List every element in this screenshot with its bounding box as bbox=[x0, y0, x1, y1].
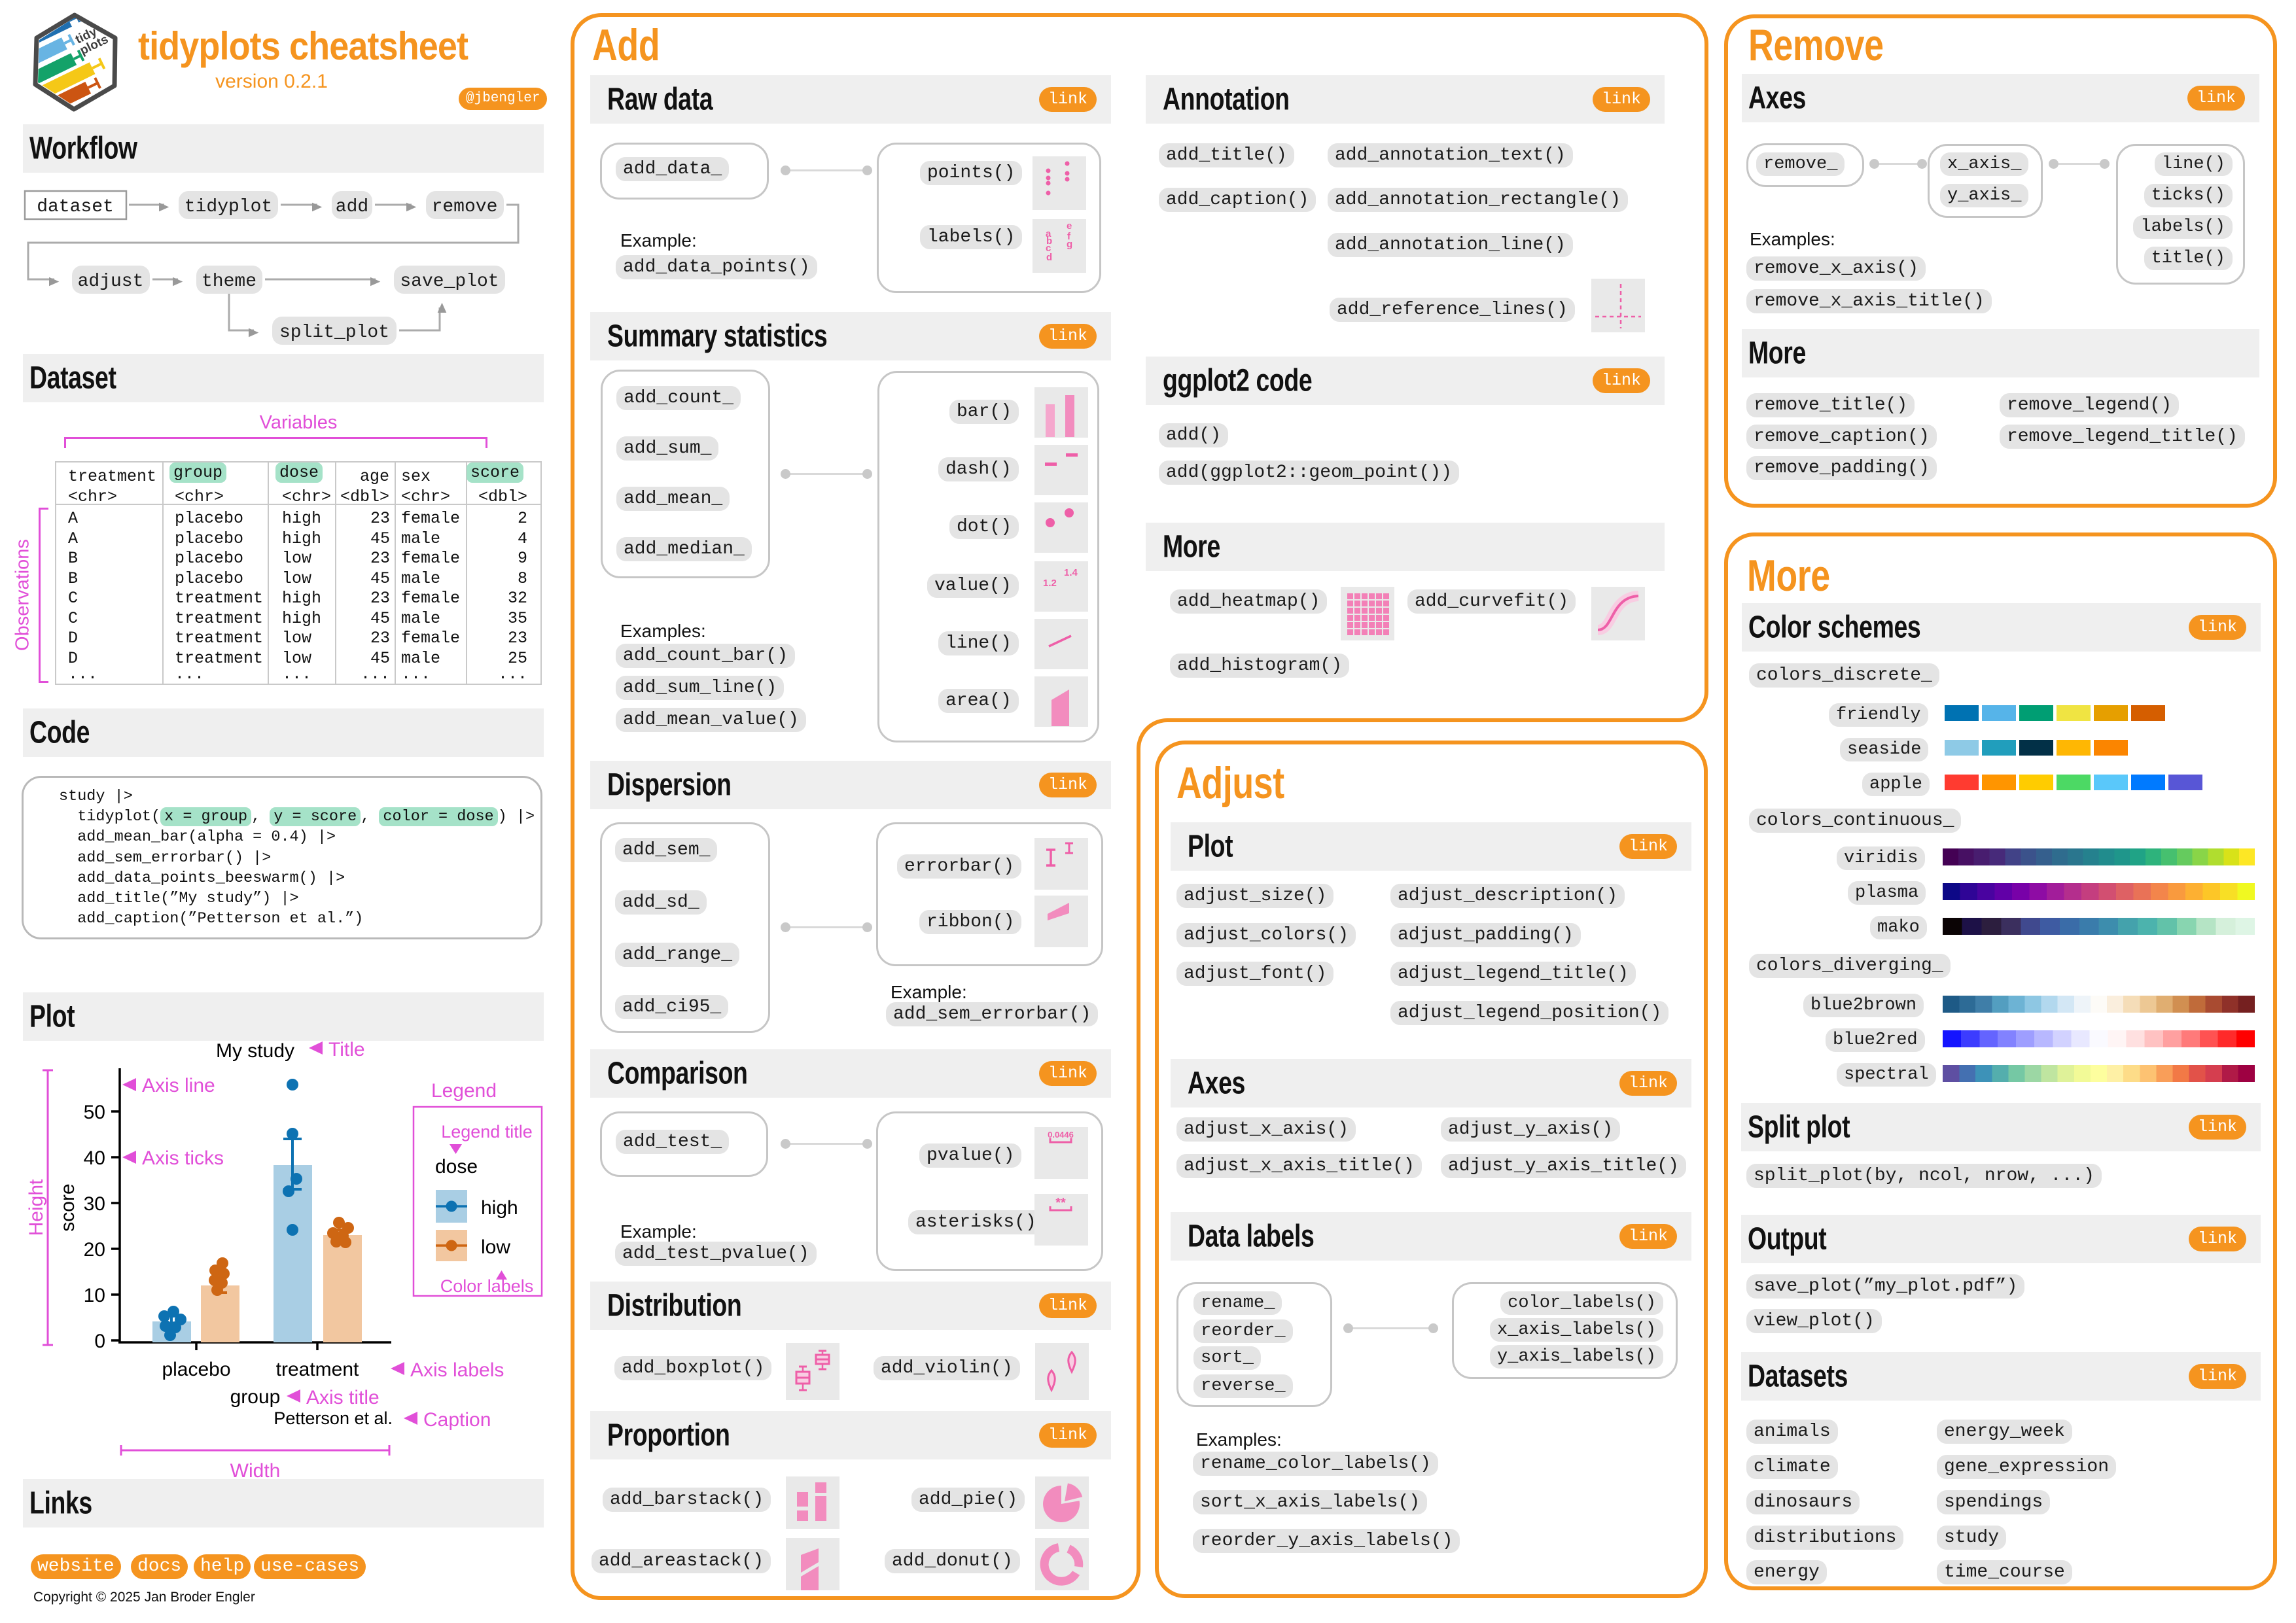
svg-text:dose: dose bbox=[435, 1156, 478, 1178]
svg-text:treatment: treatment bbox=[276, 1359, 359, 1380]
svg-text:Title: Title bbox=[328, 1039, 365, 1060]
svg-text:add: add bbox=[336, 197, 368, 217]
svg-text:theme: theme bbox=[202, 271, 256, 292]
svg-text:b: b bbox=[1046, 236, 1052, 247]
svg-text:My study: My study bbox=[216, 1040, 294, 1062]
svg-text:Height: Height bbox=[26, 1179, 47, 1236]
svg-text:e: e bbox=[1067, 220, 1072, 232]
svg-text:high: high bbox=[481, 1197, 518, 1219]
svg-text:g: g bbox=[1067, 239, 1072, 250]
svg-text:50: 50 bbox=[84, 1102, 105, 1123]
svg-text:low: low bbox=[481, 1236, 510, 1258]
svg-text:**: ** bbox=[1055, 1196, 1066, 1210]
svg-text:Legend: Legend bbox=[431, 1080, 497, 1102]
svg-text:a: a bbox=[1046, 228, 1051, 239]
svg-text:1.4: 1.4 bbox=[1064, 567, 1078, 578]
svg-text:1.2: 1.2 bbox=[1043, 578, 1057, 589]
svg-text:Petterson et al.: Petterson et al. bbox=[274, 1408, 393, 1428]
svg-text:30: 30 bbox=[84, 1193, 105, 1215]
svg-text:Legend title: Legend title bbox=[441, 1122, 533, 1142]
svg-text:0: 0 bbox=[94, 1331, 105, 1352]
svg-text:group: group bbox=[230, 1386, 281, 1408]
svg-text:Axis title: Axis title bbox=[306, 1387, 380, 1408]
svg-text:remove: remove bbox=[432, 197, 498, 217]
svg-text:Axis ticks: Axis ticks bbox=[142, 1147, 224, 1169]
svg-text:split_plot: split_plot bbox=[279, 323, 389, 343]
svg-text:Width: Width bbox=[230, 1460, 281, 1482]
svg-text:save_plot: save_plot bbox=[400, 271, 499, 292]
svg-text:placebo: placebo bbox=[162, 1359, 230, 1380]
svg-text:40: 40 bbox=[84, 1147, 105, 1169]
svg-text:Axis line: Axis line bbox=[142, 1075, 215, 1096]
svg-text:Axis labels: Axis labels bbox=[410, 1359, 504, 1381]
svg-text:dataset: dataset bbox=[37, 197, 114, 217]
svg-text:Color labels: Color labels bbox=[440, 1276, 534, 1296]
svg-text:tidyplot: tidyplot bbox=[185, 197, 272, 217]
svg-text:20: 20 bbox=[84, 1239, 105, 1261]
svg-text:c: c bbox=[1046, 243, 1051, 254]
svg-text:adjust: adjust bbox=[78, 271, 144, 292]
svg-text:10: 10 bbox=[84, 1285, 105, 1306]
svg-text:Caption: Caption bbox=[423, 1409, 491, 1431]
svg-text:0.0446: 0.0446 bbox=[1048, 1130, 1074, 1140]
svg-text:score: score bbox=[57, 1183, 79, 1231]
svg-text:d: d bbox=[1046, 252, 1052, 263]
svg-text:f: f bbox=[1067, 231, 1071, 242]
